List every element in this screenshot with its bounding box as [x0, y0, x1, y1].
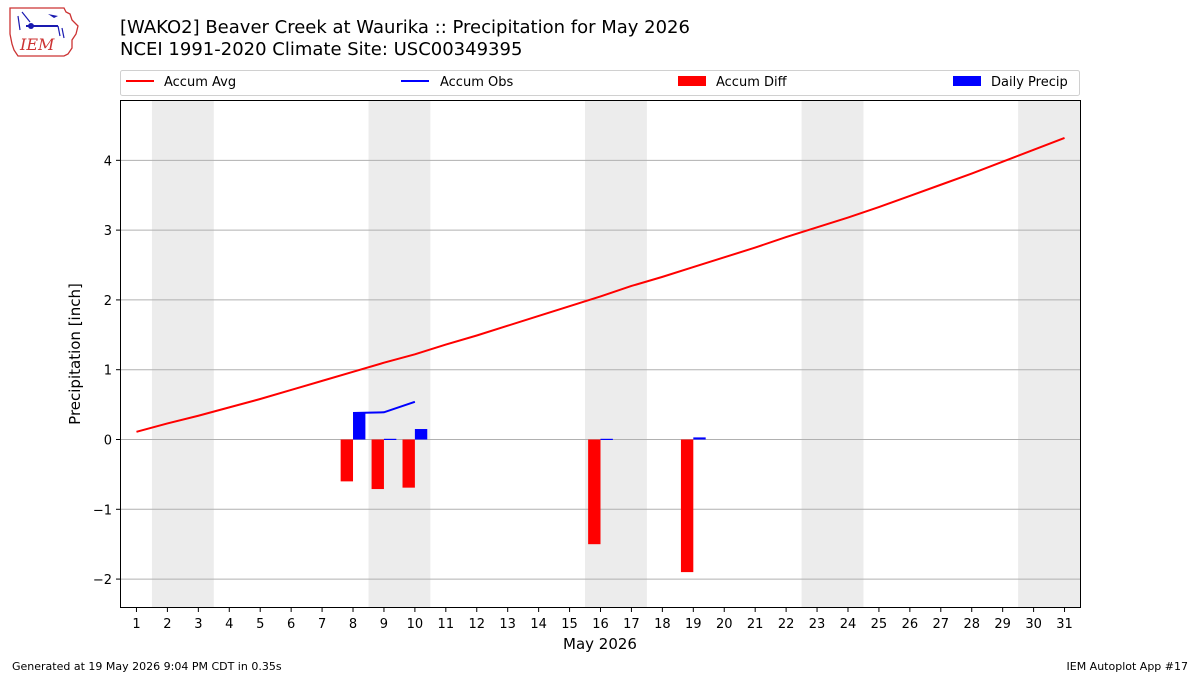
x-tick-label: 14: [530, 617, 547, 632]
y-tick-label: 3: [104, 224, 112, 239]
y-axis-label: Precipitation [inch]: [66, 283, 84, 425]
footer-generated-text: Generated at 19 May 2026 9:04 PM CDT in …: [12, 660, 282, 673]
x-tick-label: 25: [871, 617, 888, 632]
y-tick-label: 2: [104, 294, 112, 309]
daily-precip-bar-16: [600, 438, 613, 440]
footer-app-label: IEM Autoplot App #17: [1066, 660, 1189, 673]
x-tick-label: 10: [407, 617, 424, 632]
accum-obs-line: [352, 400, 416, 414]
y-axis-ticks: −2 −1 0 1 2 3 4: [93, 154, 121, 588]
x-axis-label: May 2026: [563, 635, 637, 653]
x-tick-label: 31: [1056, 617, 1073, 632]
legend-swatch-daily-precip: [953, 76, 981, 86]
weekend-bands: [151, 101, 1080, 607]
y-tick-label: 4: [104, 154, 112, 169]
x-tick-label: 8: [349, 617, 357, 632]
x-tick-label: 7: [318, 617, 326, 632]
x-tick-label: 2: [163, 617, 171, 632]
legend-swatch-accum-diff: [678, 76, 706, 86]
x-tick-label: 12: [468, 617, 485, 632]
x-tick-label: 3: [194, 617, 202, 632]
accum-diff-bar-19: [680, 439, 694, 573]
x-tick-label: 15: [561, 617, 578, 632]
accum-avg-line: [136, 137, 1065, 433]
weekend-band-1: [368, 101, 431, 607]
daily-precip-bar-19: [693, 437, 706, 440]
accum-diff-bar-9: [371, 439, 384, 490]
x-tick-label: 29: [994, 617, 1011, 632]
legend-label-accum-avg: Accum Avg: [164, 75, 236, 90]
iem-logo-text: IEM: [19, 35, 55, 54]
x-tick-label: 21: [747, 617, 764, 632]
x-tick-label: 16: [592, 617, 609, 632]
chart-subtitle: NCEI 1991-2020 Climate Site: USC00349395: [120, 39, 523, 60]
daily-precip-bar-8: [353, 412, 366, 440]
iem-state-logo-icon: [9, 7, 79, 57]
x-tick-label: 6: [287, 617, 295, 632]
x-tick-label: 28: [963, 617, 980, 632]
x-tick-label: 18: [654, 617, 671, 632]
line-series: [136, 137, 1065, 433]
iem-logo: IEM: [9, 7, 79, 57]
daily-precip-bar-10: [414, 429, 428, 440]
x-tick-label: 5: [256, 617, 264, 632]
x-tick-label: 1: [132, 617, 140, 632]
x-tick-label: 23: [809, 617, 826, 632]
x-tick-label: 26: [902, 617, 919, 632]
y-tick-label: −1: [93, 503, 112, 518]
legend: Accum Avg Accum Obs Accum Diff Daily Pre…: [120, 70, 1080, 96]
x-tick-label: 30: [1025, 617, 1042, 632]
legend-box: [120, 70, 1080, 96]
accum-diff-bar-10: [402, 439, 415, 488]
accum-diff-bar-16: [588, 439, 601, 545]
x-tick-label: 11: [438, 617, 455, 632]
legend-label-daily-precip: Daily Precip: [991, 75, 1068, 90]
x-tick-label: 24: [840, 617, 857, 632]
x-tick-label: 22: [778, 617, 795, 632]
y-tick-label: 1: [104, 364, 112, 379]
x-tick-label: 27: [933, 617, 950, 632]
daily-precip-bar-9: [383, 438, 397, 440]
legend-label-accum-obs: Accum Obs: [440, 75, 513, 90]
chart-title: [WAKO2] Beaver Creek at Waurika :: Preci…: [120, 17, 690, 38]
y-tick-label: 0: [104, 433, 112, 448]
x-tick-label: 19: [685, 617, 702, 632]
x-tick-label: 4: [225, 617, 233, 632]
bar-series: [340, 412, 706, 573]
legend-label-accum-diff: Accum Diff: [716, 75, 788, 90]
x-tick-label: 13: [499, 617, 516, 632]
weekend-band-0: [151, 101, 214, 607]
x-tick-label: 20: [716, 617, 733, 632]
x-tick-label: 9: [380, 617, 388, 632]
x-axis-ticks: 1 2 3 4 5 6 7 8 9 10 11 12 13 14 15 16 17 18 19 20 21 22 23 24 2…: [132, 607, 1073, 632]
accum-diff-bar-8: [340, 439, 354, 482]
y-tick-label: −2: [93, 573, 112, 588]
x-tick-label: 17: [623, 617, 640, 632]
weekend-band-3: [801, 101, 864, 607]
weekend-band-4: [1018, 101, 1080, 607]
